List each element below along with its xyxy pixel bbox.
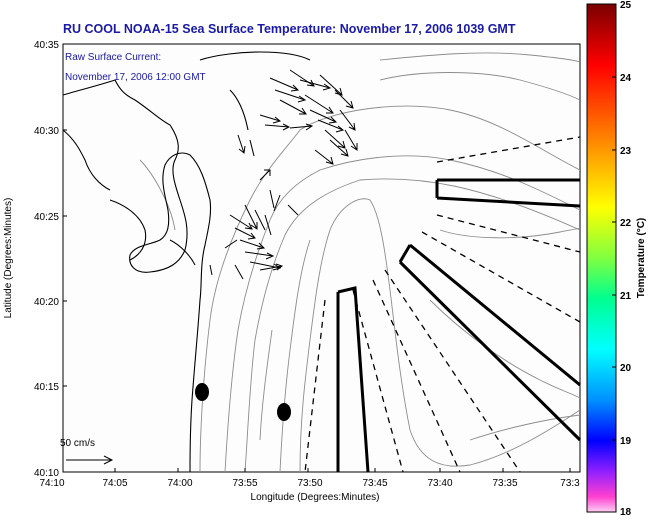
colorbar-tick-label: 23 xyxy=(620,146,632,157)
surface-current-vectors xyxy=(209,69,358,280)
x-tick-label: 74:00 xyxy=(167,478,192,489)
colorbar-tick-label: 19 xyxy=(620,436,632,447)
x-tick-label: 73:50 xyxy=(297,478,322,489)
x-tick-label: 74:10 xyxy=(39,478,64,489)
y-tick-label: 40:35 xyxy=(34,40,59,51)
x-axis-label: Longitude (Degrees:Minutes) xyxy=(251,492,380,503)
x-tick-label: 73:55 xyxy=(232,478,257,489)
scale-vector-arrow xyxy=(66,455,114,465)
current-annotation-line1: Raw Surface Current: xyxy=(65,52,161,63)
marker-dot-2 xyxy=(277,403,291,421)
coverage-boundary-solid xyxy=(336,178,582,473)
x-tick-label: 73:40 xyxy=(427,478,452,489)
bathymetry-contours xyxy=(139,52,581,473)
x-tick-label: 73:45 xyxy=(362,478,387,489)
marker-dot-1 xyxy=(195,383,209,401)
y-tick-label: 40:25 xyxy=(34,212,59,223)
colorbar-label: Temperature (°C) xyxy=(636,218,647,299)
colorbar-ticks xyxy=(612,76,616,441)
y-axis xyxy=(63,43,67,473)
y-tick-label: 40:15 xyxy=(34,382,59,393)
x-tick-label: 73:3 xyxy=(560,478,580,489)
x-tick-label: 74:05 xyxy=(102,478,127,489)
colorbar-tick-label: 25 xyxy=(620,0,632,11)
x-axis xyxy=(62,468,571,472)
colorbar-tick-label: 20 xyxy=(620,363,632,374)
colorbar-tick-label: 21 xyxy=(620,291,632,302)
y-tick-label: 40:20 xyxy=(34,297,59,308)
colorbar-tick-label: 22 xyxy=(620,218,632,229)
plot-area xyxy=(62,43,581,473)
y-axis-label: Latitude (Degrees:Minutes) xyxy=(3,198,14,319)
coastline xyxy=(62,51,311,473)
coverage-boundary-dashed xyxy=(304,136,581,473)
map-title: RU COOL NOAA-15 Sea Surface Temperature:… xyxy=(63,22,516,36)
y-tick-label: 40:10 xyxy=(34,468,59,479)
y-tick-label: 40:30 xyxy=(34,126,59,137)
colorbar-tick-label: 18 xyxy=(620,507,632,518)
colorbar-tick-label: 24 xyxy=(620,73,632,84)
colorbar xyxy=(586,3,617,513)
x-tick-label: 73:35 xyxy=(492,478,517,489)
current-annotation-line2: November 17, 2006 12:00 GMT xyxy=(65,72,206,83)
scale-vector-label: 50 cm/s xyxy=(60,438,95,449)
